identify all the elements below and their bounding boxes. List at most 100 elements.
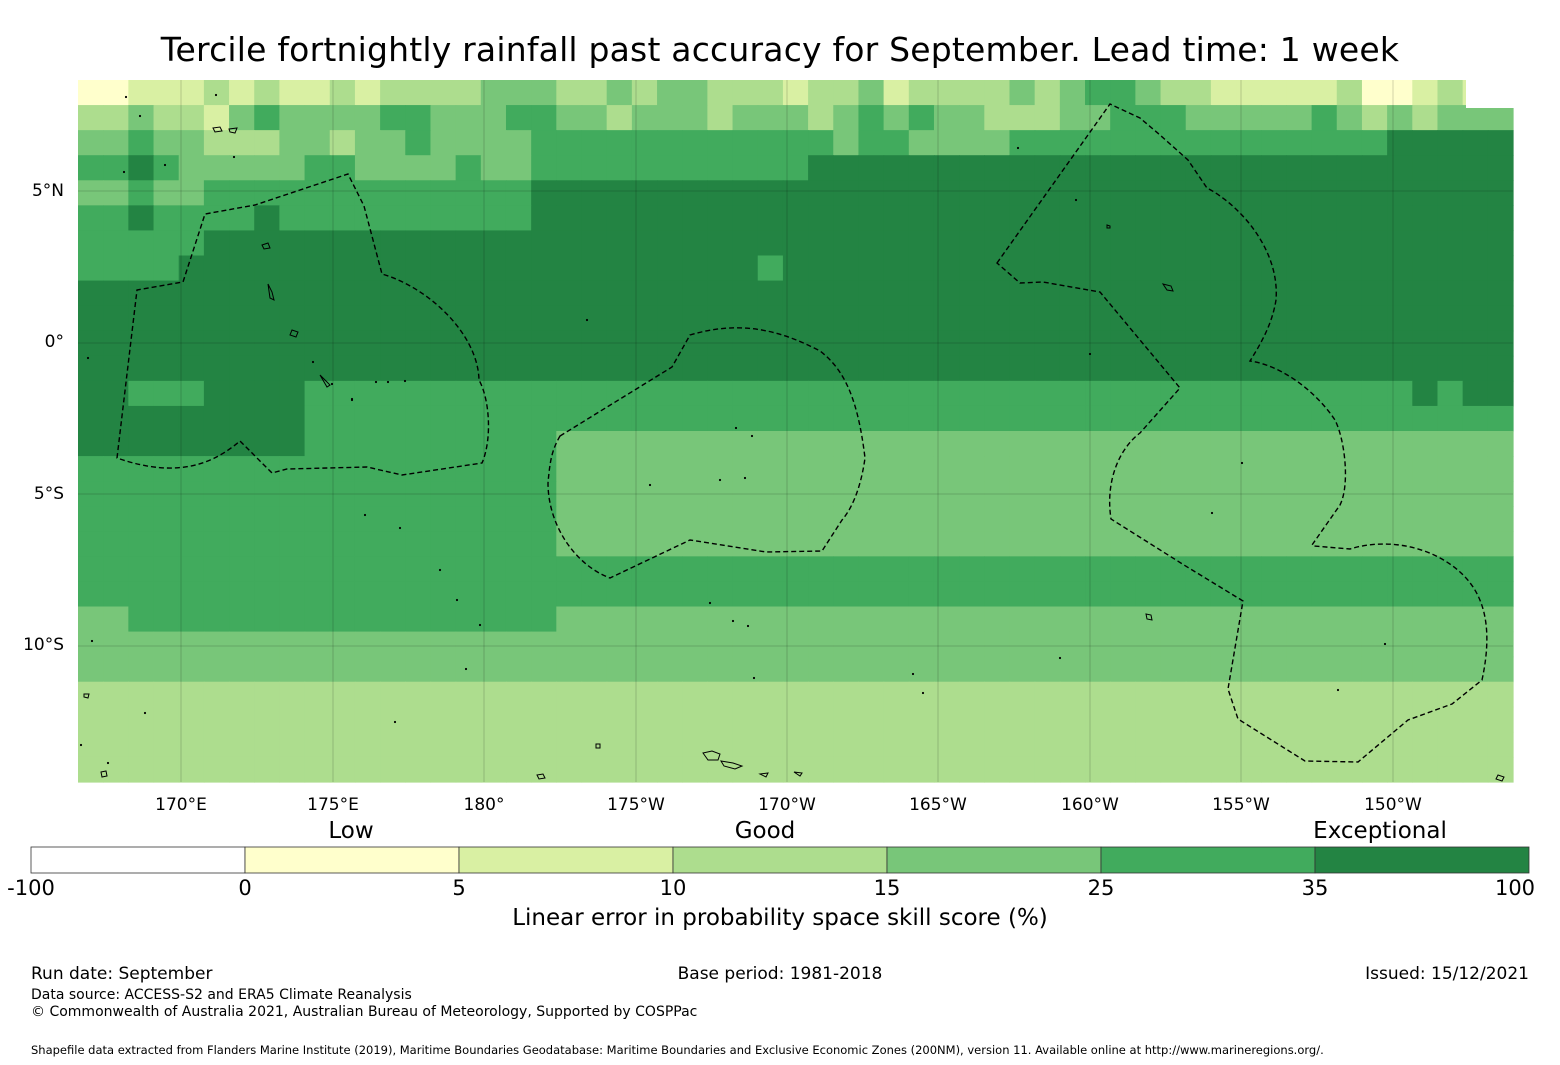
skill-cell [1210,631,1237,658]
skill-cell [782,205,809,232]
skill-cell [782,155,809,181]
skill-cell [480,481,507,507]
skill-cell [606,105,633,131]
skill-cell [581,456,608,482]
skill-cell [1135,380,1162,407]
skill-cell [732,180,759,206]
skill-cell [329,681,356,708]
skill-cell [1261,456,1288,482]
skill-cell [455,556,482,583]
island-small [536,773,546,780]
skill-cell [1059,330,1086,357]
skill-cell [1361,155,1388,181]
skill-cell [1286,230,1313,257]
skill-cell [1059,556,1086,583]
skill-cell [505,631,532,658]
skill-cell [1059,305,1086,332]
skill-cell [430,80,457,106]
skill-cell [1336,681,1363,708]
skill-cell [380,280,406,307]
skill-cell [1034,105,1061,131]
skill-cell [707,631,734,658]
skill-cell [1336,130,1363,156]
skill-cell [732,255,759,282]
skill-cell [128,681,155,708]
skill-cell [455,380,482,407]
skill-cell [606,506,633,532]
skill-cell [1361,130,1388,156]
skill-cell [430,405,457,432]
skill-cell [1336,706,1363,733]
skill-cell [1210,481,1237,507]
skill-cell [1387,380,1413,407]
skill-cell [757,656,784,683]
skill-cell [103,531,129,557]
skill-cell [556,556,583,583]
skill-cell [732,105,759,131]
islet [86,356,90,360]
skill-cell [1437,380,1464,407]
skill-cell [933,506,960,532]
skill-cell [657,380,683,407]
skill-cell [908,280,935,307]
lon-label-175e: 175°E [307,795,359,815]
skill-cell [1361,330,1388,357]
skill-cell [480,230,507,257]
skill-cell [505,556,532,583]
skill-cell [606,130,633,156]
skill-cell [707,205,734,232]
skill-cell [1236,155,1262,181]
skill-cell [1009,431,1036,457]
skill-cell [329,330,356,357]
skill-cell [1487,731,1514,758]
skill-cell [883,531,910,557]
skill-cell [354,180,381,206]
skill-cell [1009,230,1036,257]
skill-cell [254,130,281,156]
skill-cell [707,731,734,758]
skill-cell [883,706,910,733]
island-small [1161,283,1174,292]
lon-label-170w: 170°W [758,795,816,815]
skill-cell [1059,506,1086,532]
skill-cell [1236,456,1262,482]
skill-cell [229,380,255,407]
skill-cell [531,581,557,608]
skill-cell [405,280,432,307]
skill-cell [229,756,255,783]
skill-cell [405,706,432,733]
skill-cell [1160,330,1187,357]
skill-cell [858,506,885,532]
skill-cell [1387,130,1413,156]
skill-cell [657,606,683,633]
skill-cell [480,706,507,733]
skill-cell [1462,706,1489,733]
skill-cell [1160,506,1187,532]
skill-cell [304,681,331,708]
skill-cell [1210,180,1237,206]
skill-cell [430,531,457,557]
skill-cell [1059,105,1086,131]
skill-cell [103,606,129,633]
skill-cell [329,581,356,608]
skill-cell [606,355,633,382]
skill-cell [1311,80,1338,106]
skill-cell [732,706,759,733]
skill-cell [203,255,230,282]
skill-cell [153,606,180,633]
skill-cell [1286,130,1313,156]
skill-cell [933,80,960,106]
skill-cell [380,506,406,532]
skill-cell [933,330,960,357]
skill-cell [908,481,935,507]
skill-cell [1336,656,1363,683]
skill-cell [933,130,960,156]
skill-cell [782,305,809,332]
skill-cell [1487,581,1514,608]
skill-cell [933,456,960,482]
skill-cell [354,255,381,282]
skill-cell [178,380,205,407]
skill-cell [959,681,985,708]
skill-cell [581,731,608,758]
skill-cell [908,180,935,206]
